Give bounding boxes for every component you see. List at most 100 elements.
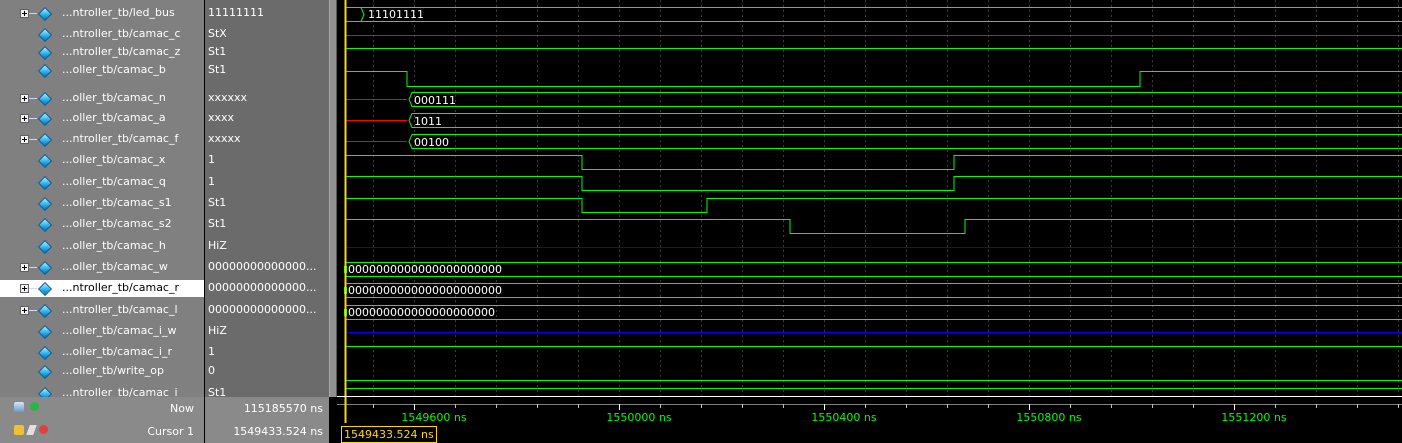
signal-diamond-icon bbox=[37, 196, 53, 212]
signal-row-camac-w[interactable]: ...oller_tb/camac_w bbox=[0, 259, 204, 276]
wave-camac-l bbox=[344, 305, 1402, 320]
expand-icon[interactable] bbox=[20, 306, 29, 315]
signal-value: St1 bbox=[208, 386, 227, 397]
signal-row-camac-a[interactable]: ...oller_tb/camac_a bbox=[0, 110, 204, 127]
signal-row-camac-r[interactable]: ...ntroller_tb/camac_r bbox=[0, 280, 204, 297]
signal-row-camac-i-r[interactable]: ...oller_tb/camac_i_r bbox=[0, 344, 204, 361]
signal-name: ...oller_tb/camac_n bbox=[62, 91, 166, 104]
value-cell: 1 bbox=[205, 174, 329, 191]
signal-value: 1 bbox=[208, 345, 215, 358]
signal-row-write-op[interactable]: ...oller_tb/write_op bbox=[0, 363, 204, 380]
signal-row-camac-c[interactable]: ...ntroller_tb/camac_c bbox=[0, 26, 204, 43]
bus-value-camac-r: 0000000000000000000000 bbox=[348, 284, 502, 297]
tick-label: 1550400 ns bbox=[811, 411, 876, 423]
tree-connector bbox=[29, 139, 37, 140]
signal-diamond-icon bbox=[37, 217, 53, 233]
signal-row-camac-z[interactable]: ...ntroller_tb/camac_z bbox=[0, 44, 204, 61]
signal-value: 0 bbox=[208, 364, 215, 377]
cursor-row-value: 1549433.524 ns bbox=[205, 420, 329, 443]
signal-diamond-icon bbox=[37, 111, 53, 127]
value-cell: 00000000000000... bbox=[205, 302, 329, 319]
now-label: Now bbox=[170, 402, 194, 415]
signal-row-camac-f[interactable]: ...ntroller_tb/camac_f bbox=[0, 131, 204, 148]
delete-cursor-icon[interactable] bbox=[39, 425, 48, 434]
wave-camac-w bbox=[344, 262, 1402, 277]
expand-icon[interactable] bbox=[20, 135, 29, 144]
signal-diamond-icon bbox=[37, 281, 53, 297]
signal-value-pane[interactable]: 11111111 StX St1 St1 xxxxxx xxxx xxxxx 1… bbox=[205, 0, 329, 397]
expand-icon[interactable] bbox=[20, 9, 29, 18]
value-cell: St1 bbox=[205, 44, 329, 61]
expand-icon[interactable] bbox=[20, 284, 29, 293]
value-cell: 00000000000000... bbox=[205, 259, 329, 276]
value-cell: St1 bbox=[205, 385, 329, 397]
cursor-time-marker[interactable]: 1549433.524 ns bbox=[341, 426, 437, 443]
signal-diamond-icon bbox=[37, 260, 53, 276]
signal-value: StX bbox=[208, 27, 227, 40]
signal-row-camac-b[interactable]: ...oller_tb/camac_b bbox=[0, 62, 204, 79]
value-cell: xxxxx bbox=[205, 131, 329, 148]
expand-icon[interactable] bbox=[20, 94, 29, 103]
signal-value: HiZ bbox=[208, 324, 227, 337]
signal-row-camac-h[interactable]: ...oller_tb/camac_h bbox=[0, 238, 204, 255]
value-cell: HiZ bbox=[205, 323, 329, 340]
pane-splitter[interactable] bbox=[329, 0, 337, 443]
signal-diamond-icon bbox=[37, 27, 53, 43]
signal-row-camac-q[interactable]: ...oller_tb/camac_q bbox=[0, 174, 204, 191]
bus-value-camac-a: 1011 bbox=[414, 115, 442, 128]
cursor-row-label: Cursor 1 bbox=[0, 420, 204, 443]
cursor-bar: 1549433.524 ns bbox=[337, 423, 1402, 443]
edit-cursor-icon[interactable] bbox=[26, 425, 37, 435]
tick-label: 1550000 ns bbox=[606, 411, 671, 423]
value-cell: 00000000000000... bbox=[205, 280, 329, 297]
signal-name: ...ntroller_tb/camac_l bbox=[62, 303, 178, 316]
expand-icon[interactable] bbox=[20, 263, 29, 272]
wave-camac-s1 bbox=[345, 198, 1402, 213]
waveform-pane[interactable]: 11101111 000111 1011 00100 0000000000000… bbox=[337, 0, 1402, 397]
now-row-value: 115185570 ns bbox=[205, 397, 329, 420]
value-cell: St1 bbox=[205, 195, 329, 212]
waveform-tools-icon[interactable] bbox=[14, 402, 24, 412]
signal-diamond-icon bbox=[37, 386, 53, 397]
signal-name: ...ntroller_tb/camac_z bbox=[62, 45, 181, 58]
signal-row-camac-l[interactable]: ...ntroller_tb/camac_l bbox=[0, 302, 204, 319]
value-cell: 0 bbox=[205, 363, 329, 380]
signal-row-camac-x[interactable]: ...oller_tb/camac_x bbox=[0, 152, 204, 169]
add-cursor-icon[interactable] bbox=[30, 402, 39, 411]
time-ruler-canvas: 1549600 ns 1550000 ns 1550400 ns 1550800… bbox=[337, 397, 1402, 423]
signal-diamond-icon bbox=[37, 175, 53, 191]
signal-row-camac-i-w[interactable]: ...oller_tb/camac_i_w bbox=[0, 323, 204, 340]
value-cell: St1 bbox=[205, 216, 329, 233]
time-ruler[interactable]: 1549600 ns 1550000 ns 1550400 ns 1550800… bbox=[337, 397, 1402, 423]
tick-label: 1551200 ns bbox=[1221, 411, 1286, 423]
signal-name: ...ntroller_tb/camac_c bbox=[62, 27, 181, 40]
wave-led-bus bbox=[345, 7, 1402, 22]
signal-row-camac-s2[interactable]: ...oller_tb/camac_s2 bbox=[0, 216, 204, 233]
tree-connector bbox=[29, 267, 37, 268]
signal-row-camac-n[interactable]: ...oller_tb/camac_n bbox=[0, 90, 204, 107]
time-grid bbox=[373, 0, 1399, 397]
expand-icon[interactable] bbox=[20, 114, 29, 123]
value-cell: 1 bbox=[205, 152, 329, 169]
wave-camac-f bbox=[345, 134, 1402, 149]
signal-name: ...oller_tb/camac_s2 bbox=[62, 217, 172, 230]
value-cell: StX bbox=[205, 26, 329, 43]
signal-value: xxxxx bbox=[208, 132, 241, 145]
signal-name: ...oller_tb/camac_a bbox=[62, 111, 166, 124]
signal-name: ...ntroller_tb/led_bus bbox=[62, 6, 175, 19]
signal-row-camac-i[interactable]: ...ntroller_tb/camac_i bbox=[0, 385, 204, 397]
lock-icon[interactable] bbox=[14, 425, 24, 435]
signal-row-camac-s1[interactable]: ...oller_tb/camac_s1 bbox=[0, 195, 204, 212]
signal-row-led-bus[interactable]: ...ntroller_tb/led_bus bbox=[0, 5, 204, 22]
signal-name-pane[interactable]: ...ntroller_tb/led_bus ...ntroller_tb/ca… bbox=[0, 0, 204, 397]
ruler-labels: 1549600 ns 1550000 ns 1550400 ns 1550800… bbox=[401, 411, 1286, 423]
now-row-label: Now bbox=[0, 397, 204, 420]
signal-diamond-icon bbox=[37, 303, 53, 319]
value-cell: HiZ bbox=[205, 238, 329, 255]
signal-diamond-icon bbox=[37, 132, 53, 148]
signal-diamond-icon bbox=[37, 364, 53, 380]
ruler-major-ticks bbox=[414, 404, 1235, 410]
wave-camac-x bbox=[345, 155, 1402, 170]
signal-name: ...ntroller_tb/camac_f bbox=[62, 132, 179, 145]
